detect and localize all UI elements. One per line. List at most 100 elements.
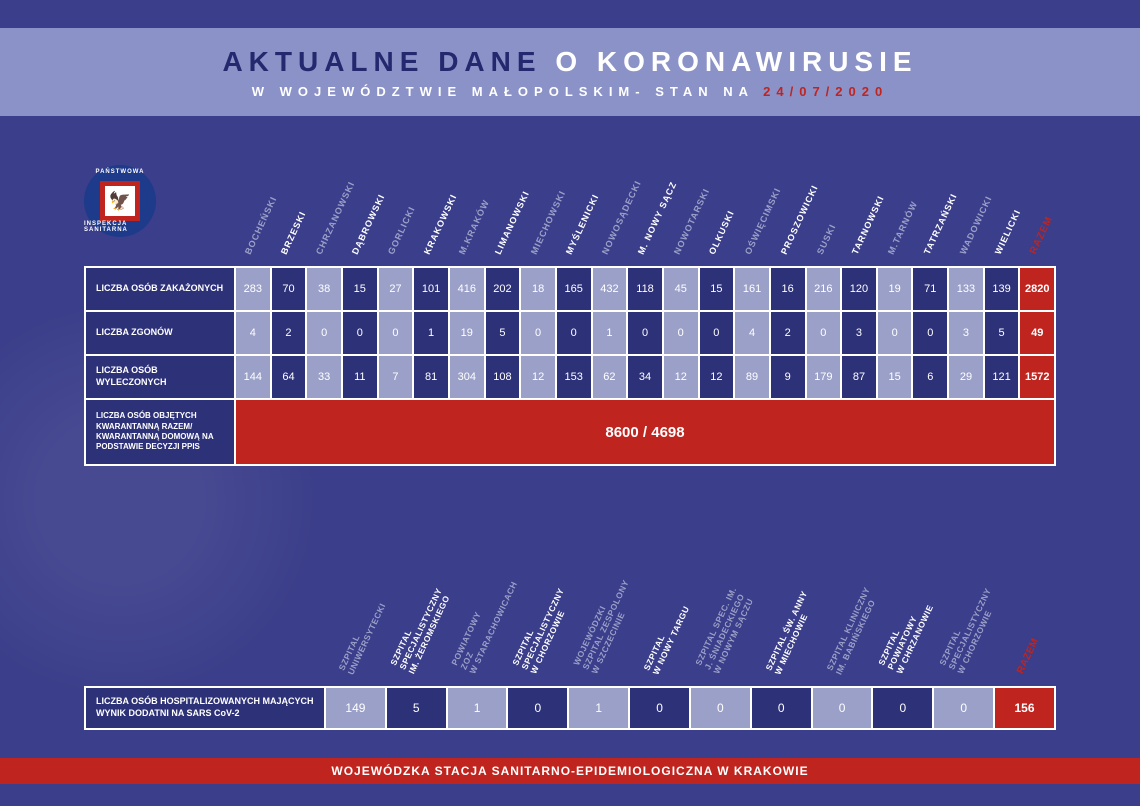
hospital-column-header: SZPITAL POWIATOWY W CHRZANOWIE xyxy=(873,542,934,682)
data-cell: 0 xyxy=(521,312,557,354)
data-cell: 3 xyxy=(949,312,985,354)
data-cell: 121 xyxy=(985,356,1021,398)
quarantine-label: LICZBA OSÓB OBJĘTYCH KWARANTANNĄ RAZEM/ … xyxy=(86,400,236,464)
region-column-header: TATRZAŃSKI xyxy=(913,162,949,262)
total-cell: 49 xyxy=(1020,312,1054,354)
data-cell: 165 xyxy=(557,268,593,310)
data-cell: 120 xyxy=(842,268,878,310)
table-row: LICZBA OSÓB ZAKAŻONYCH283703815271014162… xyxy=(86,268,1054,310)
footer: WOJEWÓDZKA STACJA SANITARNO-EPIDEMIOLOGI… xyxy=(0,758,1140,784)
data-cell: 33 xyxy=(307,356,343,398)
data-cell: 1 xyxy=(448,688,509,728)
total-column-header: RAZEM xyxy=(1020,162,1056,262)
region-column-header: OŚWIĘCIMSKI xyxy=(734,162,770,262)
data-cell: 0 xyxy=(630,688,691,728)
region-column-header: WADOWICKI xyxy=(949,162,985,262)
data-cell: 1 xyxy=(593,312,629,354)
data-cell: 12 xyxy=(700,356,736,398)
data-cell: 64 xyxy=(272,356,308,398)
hospital-column-header: SZPITAL SPECJALISTYCZNY W CHORZOWIE xyxy=(934,542,995,682)
region-column-header: PROSZOWICKI xyxy=(770,162,806,262)
data-cell: 9 xyxy=(771,356,807,398)
data-cell: 19 xyxy=(450,312,486,354)
hospital-column-header: SZPITAL UNIWERSYTECKI xyxy=(324,542,385,682)
data-cell: 139 xyxy=(985,268,1021,310)
region-column-header: CHRZANOWSKI xyxy=(305,162,341,262)
data-cell: 5 xyxy=(985,312,1021,354)
title-accent: AKTUALNE DANE xyxy=(222,46,541,77)
footer-text: WOJEWÓDZKA STACJA SANITARNO-EPIDEMIOLOGI… xyxy=(331,764,808,778)
data-cell: 81 xyxy=(414,356,450,398)
data-cell: 0 xyxy=(934,688,995,728)
data-cell: 5 xyxy=(486,312,522,354)
data-cell: 0 xyxy=(913,312,949,354)
data-cell: 27 xyxy=(379,268,415,310)
data-cell: 45 xyxy=(664,268,700,310)
data-cell: 118 xyxy=(628,268,664,310)
data-cell: 0 xyxy=(700,312,736,354)
data-cell: 15 xyxy=(343,268,379,310)
data-cell: 70 xyxy=(272,268,308,310)
data-cell: 283 xyxy=(236,268,272,310)
data-cell: 16 xyxy=(771,268,807,310)
row-label: LICZBA OSÓB ZAKAŻONYCH xyxy=(86,268,236,310)
hospital-column-header: POWIATOWY ZOZ W STARACHOWICACH xyxy=(446,542,507,682)
region-column-header: M. NOWY SĄCZ xyxy=(627,162,663,262)
total-cell: 2820 xyxy=(1020,268,1054,310)
row-label: LICZBA ZGONÓW xyxy=(86,312,236,354)
data-cell: 304 xyxy=(450,356,486,398)
data-cell: 62 xyxy=(593,356,629,398)
regions-table: BOCHEŃSKIBRZESKICHRZANOWSKIDĄBROWSKIGORL… xyxy=(84,162,1056,466)
region-column-header: M.TARNÓW xyxy=(877,162,913,262)
region-column-header: GORLICKI xyxy=(377,162,413,262)
data-cell: 179 xyxy=(807,356,843,398)
data-cell: 0 xyxy=(664,312,700,354)
data-cell: 71 xyxy=(913,268,949,310)
region-column-header: MYŚLENICKI xyxy=(556,162,592,262)
data-cell: 0 xyxy=(813,688,874,728)
region-column-header: M.KRAKÓW xyxy=(448,162,484,262)
data-cell: 1 xyxy=(414,312,450,354)
data-cell: 15 xyxy=(878,356,914,398)
data-cell: 202 xyxy=(486,268,522,310)
data-cell: 3 xyxy=(842,312,878,354)
data-cell: 38 xyxy=(307,268,343,310)
hospital-column-header: SZPITAL ŚW. ANNY W MIECHOWIE xyxy=(751,542,812,682)
subtitle-date: 24/07/2020 xyxy=(763,84,888,99)
region-column-header: TARNOWSKI xyxy=(841,162,877,262)
data-cell: 12 xyxy=(521,356,557,398)
main-title: AKTUALNE DANE O KORONAWIRUSIE xyxy=(222,46,917,78)
data-cell: 4 xyxy=(735,312,771,354)
total-cell: 1572 xyxy=(1020,356,1054,398)
data-cell: 12 xyxy=(664,356,700,398)
title-rest: O KORONAWIRUSIE xyxy=(542,46,918,77)
data-cell: 4 xyxy=(236,312,272,354)
regions-table-body: LICZBA OSÓB ZAKAŻONYCH283703815271014162… xyxy=(84,266,1056,466)
data-cell: 133 xyxy=(949,268,985,310)
data-cell: 416 xyxy=(450,268,486,310)
subtitle-prefix: W WOJEWÓDZTWIE MAŁOPOLSKIM- STAN NA xyxy=(252,84,763,99)
data-cell: 0 xyxy=(628,312,664,354)
data-cell: 5 xyxy=(387,688,448,728)
region-column-header: OLKUSKI xyxy=(699,162,735,262)
data-cell: 161 xyxy=(735,268,771,310)
data-cell: 144 xyxy=(236,356,272,398)
data-cell: 0 xyxy=(873,688,934,728)
data-cell: 11 xyxy=(343,356,379,398)
region-column-header: DĄBROWSKI xyxy=(341,162,377,262)
hospital-column-header: SZPITAL SPECJALISTYCZNY W CHORZOWIE xyxy=(507,542,568,682)
total-column-header: RAZEM xyxy=(995,542,1056,682)
data-cell: 0 xyxy=(307,312,343,354)
hospital-column-header: SZPITAL SPEC. IM. J. ŚNIADECKIEGO W NOWY… xyxy=(690,542,751,682)
total-cell: 156 xyxy=(995,688,1054,728)
row-label: LICZBA OSÓB WYLECZONYCH xyxy=(86,356,236,398)
data-cell: 432 xyxy=(593,268,629,310)
data-cell: 29 xyxy=(949,356,985,398)
data-cell: 0 xyxy=(343,312,379,354)
region-column-header: NOWOTARSKI xyxy=(663,162,699,262)
region-column-header: LIMANOWSKI xyxy=(484,162,520,262)
data-cell: 18 xyxy=(521,268,557,310)
data-cell: 149 xyxy=(326,688,387,728)
data-cell: 0 xyxy=(752,688,813,728)
data-cell: 101 xyxy=(414,268,450,310)
